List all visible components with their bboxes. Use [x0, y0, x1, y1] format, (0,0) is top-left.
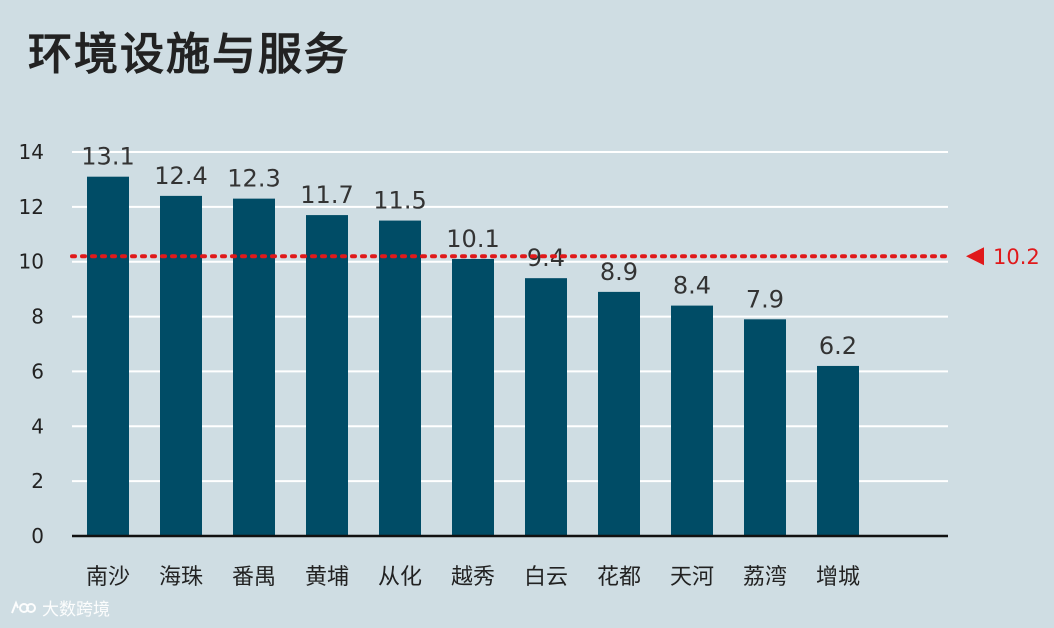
bar: [233, 198, 275, 536]
data-label: 8.4: [673, 272, 711, 300]
bar: [671, 305, 713, 536]
bar: [160, 195, 202, 536]
y-tick-label: 0: [31, 524, 44, 548]
y-tick-label: 10: [19, 250, 44, 274]
x-tick-label: 增城: [816, 565, 860, 590]
reference-label: 10.2: [993, 245, 1040, 269]
bar: [744, 319, 786, 536]
data-label: 13.1: [81, 143, 134, 171]
watermark: 大数跨境: [10, 595, 110, 620]
x-tick-label: 白云: [524, 565, 568, 590]
data-label: 6.2: [819, 332, 857, 360]
bar: [525, 278, 567, 536]
x-tick-label: 海珠: [159, 565, 203, 590]
bar: [817, 365, 859, 536]
brand-logo-icon: [11, 599, 36, 613]
y-tick-label: 12: [19, 195, 44, 219]
bar: [598, 291, 640, 536]
y-tick-label: 4: [31, 414, 44, 438]
bar: [306, 215, 348, 537]
x-tick-label: 南沙: [86, 565, 130, 590]
reference-marker-icon: [966, 247, 984, 266]
bar: [452, 258, 494, 536]
x-tick-label: 从化: [378, 565, 422, 590]
bar: [87, 176, 129, 536]
x-tick-label: 花都: [597, 565, 641, 590]
y-tick-label: 2: [31, 469, 44, 493]
data-label: 12.4: [154, 162, 207, 190]
bar: [379, 220, 421, 537]
data-label: 7.9: [746, 285, 784, 313]
x-tick-label: 番禺: [232, 565, 276, 590]
x-tick-label: 黄埔: [305, 565, 349, 590]
chart-title: 环境设施与服务: [28, 29, 350, 80]
y-tick-label: 6: [31, 359, 44, 383]
watermark-text: 大数跨境: [42, 600, 110, 620]
data-label: 10.1: [446, 225, 499, 253]
data-label: 11.5: [373, 187, 426, 215]
data-label: 11.7: [300, 181, 353, 209]
data-label: 12.3: [227, 165, 280, 193]
y-tick-label: 8: [31, 305, 44, 329]
x-tick-label: 越秀: [451, 565, 495, 590]
x-tick-label: 荔湾: [743, 565, 787, 590]
y-tick-label: 14: [19, 140, 44, 164]
x-tick-label: 天河: [670, 565, 714, 590]
data-label: 8.9: [600, 258, 638, 286]
